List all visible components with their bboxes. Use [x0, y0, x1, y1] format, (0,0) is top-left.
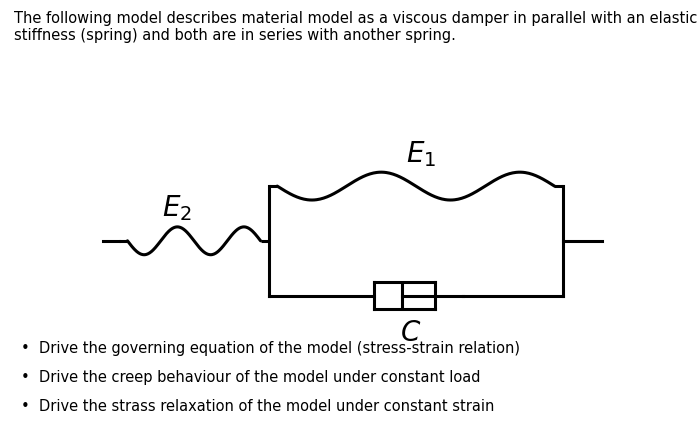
Text: •  Drive the strass relaxation of the model under constant strain: • Drive the strass relaxation of the mod… — [21, 399, 494, 414]
Text: $C$: $C$ — [400, 320, 421, 347]
Text: •  Drive the governing equation of the model (stress-strain relation): • Drive the governing equation of the mo… — [21, 341, 520, 356]
Text: $E_2$: $E_2$ — [162, 193, 192, 223]
Text: •  Drive the creep behaviour of the model under constant load: • Drive the creep behaviour of the model… — [21, 370, 480, 385]
Text: $E_1$: $E_1$ — [406, 139, 436, 169]
Text: The following model describes material model as a viscous damper in parallel wit: The following model describes material m… — [14, 11, 698, 43]
